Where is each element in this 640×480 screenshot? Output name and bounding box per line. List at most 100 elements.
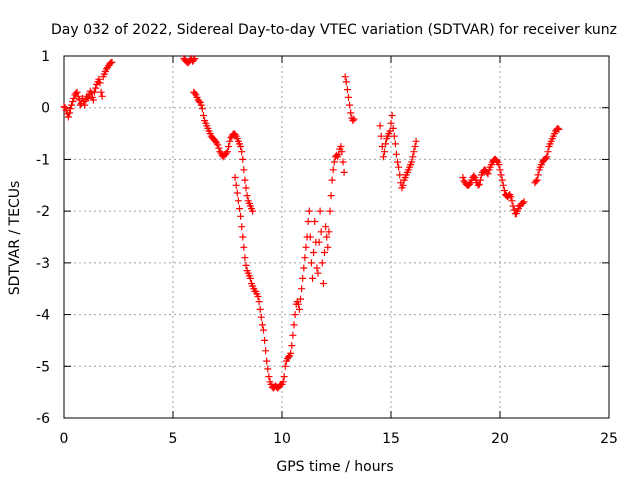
data-point xyxy=(289,331,297,339)
data-point xyxy=(555,125,563,133)
data-point xyxy=(347,109,355,117)
data-point xyxy=(342,78,350,86)
data-point xyxy=(544,148,552,156)
data-point xyxy=(279,378,287,386)
data-point xyxy=(233,189,241,197)
data-point xyxy=(298,285,306,293)
data-point xyxy=(315,238,323,246)
data-point xyxy=(226,137,234,145)
data-point xyxy=(231,174,239,181)
data-point xyxy=(261,336,269,344)
data-point xyxy=(288,342,296,350)
data-point xyxy=(240,166,248,174)
data-point xyxy=(256,305,264,313)
data-point xyxy=(241,176,249,184)
data-point xyxy=(299,274,307,282)
data-point xyxy=(291,311,299,319)
data-point xyxy=(459,174,467,181)
data-point xyxy=(258,321,266,329)
data-point xyxy=(231,131,239,139)
data-point xyxy=(191,55,199,63)
data-point xyxy=(330,158,338,166)
data-point xyxy=(310,249,318,256)
data-point xyxy=(87,89,95,97)
data-point xyxy=(314,269,322,277)
data-point xyxy=(495,161,503,169)
x-tick-label: 20 xyxy=(491,431,509,447)
data-point xyxy=(390,132,398,140)
data-point xyxy=(237,212,245,220)
data-point xyxy=(84,94,92,102)
data-point xyxy=(242,261,250,269)
data-point xyxy=(91,88,98,96)
data-point xyxy=(313,264,321,272)
data-point xyxy=(343,86,351,94)
plot-frame xyxy=(63,55,610,419)
data-point xyxy=(399,181,407,189)
axes xyxy=(63,55,610,419)
x-tick-label: 5 xyxy=(169,431,178,447)
data-point xyxy=(195,98,203,105)
data-point xyxy=(198,105,206,113)
data-point xyxy=(81,101,89,109)
data-points xyxy=(60,55,563,392)
data-point xyxy=(243,192,251,200)
data-point xyxy=(242,184,250,192)
data-point xyxy=(408,158,416,166)
data-point xyxy=(508,197,516,205)
data-point xyxy=(200,112,207,119)
data-point xyxy=(394,158,401,166)
x-tick-label: 25 xyxy=(600,431,618,447)
data-point xyxy=(327,192,335,200)
data-point xyxy=(74,92,82,100)
data-point xyxy=(240,243,248,251)
data-point xyxy=(381,148,388,156)
data-point xyxy=(60,103,68,111)
data-point xyxy=(510,206,518,214)
y-tick-label: 1 xyxy=(41,49,50,65)
data-point xyxy=(67,105,74,113)
data-point xyxy=(410,148,418,156)
data-point xyxy=(499,181,507,189)
data-point xyxy=(69,98,77,105)
data-point xyxy=(295,305,303,313)
data-point xyxy=(350,115,358,123)
data-point xyxy=(215,144,223,152)
data-point xyxy=(239,233,247,241)
data-point xyxy=(322,223,330,231)
data-point xyxy=(396,171,404,179)
data-point xyxy=(238,223,246,231)
y-tick-label: -2 xyxy=(36,204,50,220)
data-point xyxy=(326,207,334,215)
data-point xyxy=(263,357,271,365)
data-point xyxy=(95,75,103,83)
data-point xyxy=(305,207,313,215)
data-point xyxy=(520,198,528,206)
data-point xyxy=(325,228,333,236)
data-point xyxy=(294,300,302,308)
data-point xyxy=(542,154,550,162)
data-point xyxy=(307,259,315,267)
data-point xyxy=(338,148,346,156)
data-point xyxy=(304,218,312,225)
data-point xyxy=(285,353,292,361)
data-point xyxy=(411,143,419,150)
data-point xyxy=(262,347,270,355)
data-point xyxy=(239,155,247,163)
data-point xyxy=(232,181,240,189)
data-point xyxy=(190,56,198,64)
data-point xyxy=(532,177,540,185)
data-point xyxy=(287,349,295,357)
data-point xyxy=(197,101,205,109)
data-point xyxy=(254,293,262,300)
data-point xyxy=(238,148,246,156)
data-point xyxy=(246,274,254,282)
data-point xyxy=(75,96,83,104)
data-point xyxy=(214,141,222,149)
data-point xyxy=(519,199,527,207)
data-point xyxy=(388,112,396,119)
data-point xyxy=(497,171,505,179)
data-point xyxy=(64,113,72,121)
data-point xyxy=(389,124,397,132)
